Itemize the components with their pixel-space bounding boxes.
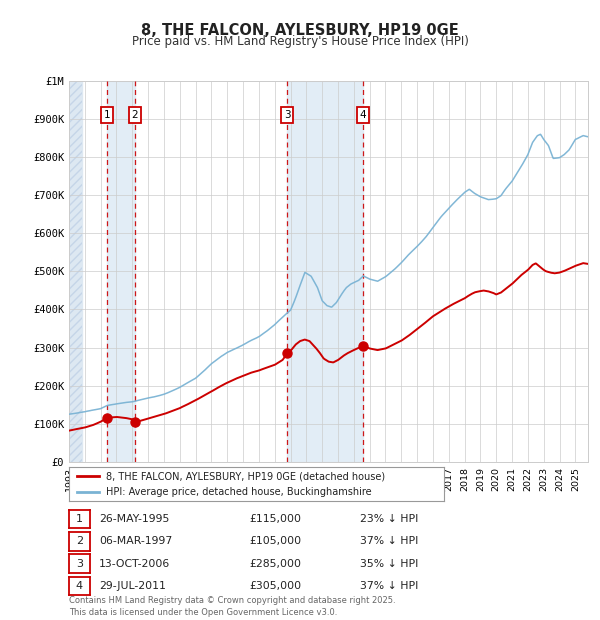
Text: 35% ↓ HPI: 35% ↓ HPI [360,559,418,569]
Bar [69,81,82,462]
Text: 23% ↓ HPI: 23% ↓ HPI [360,514,418,524]
Text: 3: 3 [284,110,290,120]
Text: 37% ↓ HPI: 37% ↓ HPI [360,536,418,546]
Text: 29-JUL-2011: 29-JUL-2011 [99,581,166,591]
Text: 06-MAR-1997: 06-MAR-1997 [99,536,172,546]
Text: 8, THE FALCON, AYLESBURY, HP19 0GE: 8, THE FALCON, AYLESBURY, HP19 0GE [141,23,459,38]
Text: 37% ↓ HPI: 37% ↓ HPI [360,581,418,591]
Text: 4: 4 [76,581,83,591]
Text: 1: 1 [104,110,110,120]
Text: 2: 2 [76,536,83,546]
Text: 8, THE FALCON, AYLESBURY, HP19 0GE (detached house): 8, THE FALCON, AYLESBURY, HP19 0GE (deta… [107,471,386,481]
Text: £285,000: £285,000 [249,559,301,569]
Bar [287,81,363,462]
Text: 3: 3 [76,559,83,569]
Text: £105,000: £105,000 [249,536,301,546]
Text: 1: 1 [76,514,83,524]
Text: Price paid vs. HM Land Registry's House Price Index (HPI): Price paid vs. HM Land Registry's House … [131,35,469,48]
Text: £115,000: £115,000 [249,514,301,524]
Text: 13-OCT-2006: 13-OCT-2006 [99,559,170,569]
Text: 26-MAY-1995: 26-MAY-1995 [99,514,169,524]
Text: 2: 2 [131,110,138,120]
Text: 4: 4 [359,110,366,120]
Bar [69,81,82,462]
Text: £305,000: £305,000 [249,581,301,591]
Text: Contains HM Land Registry data © Crown copyright and database right 2025.
This d: Contains HM Land Registry data © Crown c… [69,596,395,617]
Bar [107,81,135,462]
Text: HPI: Average price, detached house, Buckinghamshire: HPI: Average price, detached house, Buck… [107,487,372,497]
